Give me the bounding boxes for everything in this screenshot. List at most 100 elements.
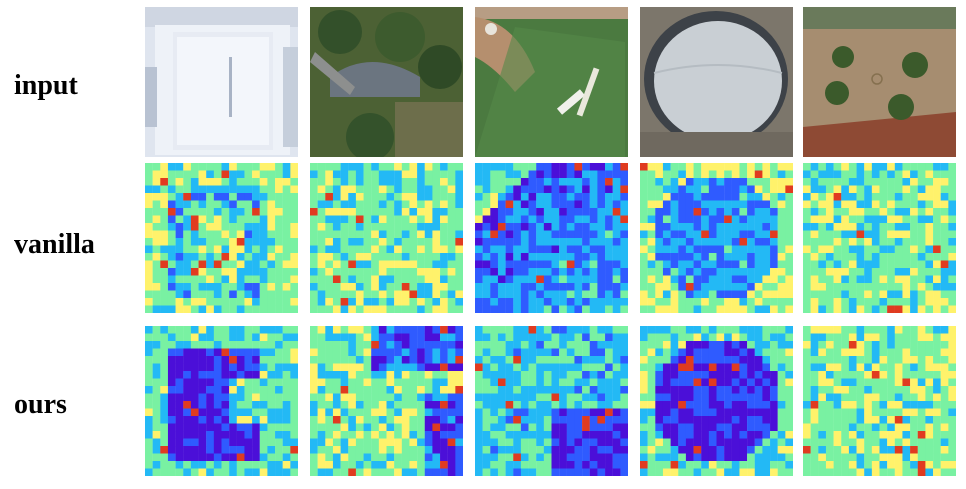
heatmap-cell (455, 305, 463, 313)
heatmap-cell (310, 363, 318, 372)
heatmap-cell (401, 408, 410, 417)
heatmap-cell (213, 461, 222, 469)
heatmap-cell (198, 468, 207, 476)
heatmap-cell (244, 341, 253, 349)
heatmap-cell (363, 275, 372, 284)
heatmap-cell (647, 193, 656, 201)
heatmap-cell (275, 275, 283, 284)
heatmap-cell (386, 371, 395, 379)
heatmap-cell (582, 208, 590, 216)
heatmap-cell (605, 408, 613, 417)
heatmap-cell (762, 275, 771, 284)
heatmap-cell (282, 386, 291, 394)
heatmap-cell (551, 326, 560, 334)
heatmap-cell (940, 363, 949, 372)
heatmap-cell (887, 356, 895, 364)
heatmap-cell (739, 341, 748, 349)
heatmap-cell (724, 356, 732, 364)
heatmap-cell (432, 238, 441, 246)
heatmap-cell (348, 378, 357, 387)
heatmap-cell (513, 298, 522, 306)
heatmap-cell (640, 185, 648, 194)
heatmap-cell (482, 260, 491, 269)
heatmap-cell (482, 431, 491, 439)
heatmap-cell (252, 208, 260, 216)
vanilla-heatmap-building-trees (310, 163, 463, 313)
heatmap-cell (724, 393, 732, 402)
heatmap-cell (818, 438, 827, 447)
heatmap-cell (198, 438, 207, 447)
heatmap-cell (505, 401, 514, 409)
heatmap-cell (933, 208, 941, 216)
heatmap-cell (803, 290, 811, 299)
heatmap-cell (355, 446, 364, 454)
heatmap-cell (589, 356, 598, 364)
heatmap-cell (482, 283, 491, 291)
heatmap-cell (528, 178, 537, 186)
heatmap-cell (440, 326, 448, 334)
heatmap-cell (348, 238, 357, 246)
heatmap-cell (160, 193, 169, 201)
heatmap-cell (716, 200, 725, 209)
heatmap-cell (777, 393, 786, 402)
heatmap-cell (424, 253, 433, 261)
heatmap-cell (145, 253, 153, 261)
heatmap-cell (325, 371, 334, 379)
heatmap-cell (833, 378, 842, 387)
heatmap-cell (409, 283, 418, 291)
heatmap-cell (183, 275, 192, 284)
heatmap-cell (275, 193, 283, 201)
heatmap-cell (818, 356, 827, 364)
heatmap-cell (747, 208, 755, 216)
heatmap-cell (879, 378, 888, 387)
heatmap-cell (574, 431, 583, 439)
heatmap-cell (355, 238, 364, 246)
heatmap-cell (925, 341, 934, 349)
heatmap-cell (902, 170, 911, 179)
heatmap-cell (589, 416, 598, 424)
heatmap-cell (543, 453, 552, 462)
heatmap-cell (394, 431, 402, 439)
heatmap-cell (440, 223, 448, 231)
heatmap-cell (551, 453, 560, 462)
heatmap-cell (716, 290, 725, 299)
heatmap-cell (724, 431, 732, 439)
heatmap-cell (543, 253, 552, 261)
heatmap-cell (198, 178, 207, 186)
heatmap-cell (647, 401, 656, 409)
heatmap-cell (574, 401, 583, 409)
heatmap-cell (229, 333, 237, 342)
heatmap-cell (559, 200, 567, 209)
heatmap-cell (310, 298, 318, 306)
heatmap-cell (777, 438, 786, 447)
heatmap-cell (490, 208, 499, 216)
heatmap-cell (236, 185, 245, 194)
heatmap-cell (841, 423, 850, 432)
heatmap-cell (213, 446, 222, 454)
heatmap-cell (708, 260, 717, 269)
heatmap-cell (724, 185, 732, 194)
heatmap-cell (409, 193, 418, 201)
heatmap-cell (432, 333, 441, 342)
heatmap-cell (221, 283, 230, 291)
heatmap-cell (371, 326, 380, 334)
heatmap-cell (762, 461, 771, 469)
heatmap-cell (409, 341, 418, 349)
heatmap-cell (340, 178, 349, 186)
heatmap-cell (655, 193, 664, 201)
heatmap-cell (401, 363, 410, 372)
heatmap-cell (708, 268, 717, 276)
heatmap-cell (340, 223, 349, 231)
heatmap-cell (543, 401, 552, 409)
heatmap-cell (685, 423, 694, 432)
heatmap-cell (332, 223, 341, 231)
heatmap-cell (244, 453, 253, 462)
heatmap-cell (655, 416, 664, 424)
heatmap-cell (505, 298, 514, 306)
heatmap-cell (670, 193, 679, 201)
heatmap-cell (409, 371, 418, 379)
heatmap-cell (670, 393, 679, 402)
heatmap-cell (902, 378, 911, 387)
heatmap-cell (332, 386, 341, 394)
heatmap-cell (432, 223, 441, 231)
